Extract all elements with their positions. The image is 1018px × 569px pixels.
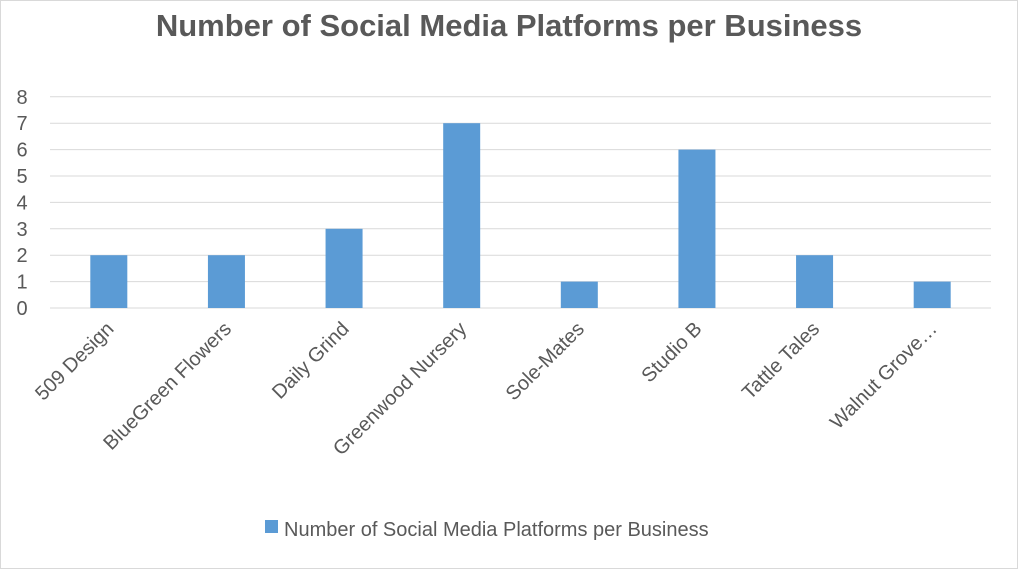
bars xyxy=(90,123,951,308)
y-tick-label: 7 xyxy=(16,113,27,135)
chart-title: Number of Social Media Platforms per Bus… xyxy=(155,8,863,43)
bar xyxy=(90,255,128,308)
y-tick-label: 4 xyxy=(16,192,27,214)
bar xyxy=(560,281,598,308)
y-tick-label: 8 xyxy=(16,87,27,109)
y-axis-ticks: 0 1 2 3 4 5 6 7 8 xyxy=(16,87,27,320)
gridlines xyxy=(50,96,991,309)
y-tick-label: 2 xyxy=(16,245,27,267)
x-category-label: Sole-Mates xyxy=(502,318,589,405)
bar xyxy=(207,255,245,308)
x-category-label: Walnut Grove… xyxy=(826,318,942,434)
bar xyxy=(796,255,834,308)
x-category-label: Studio B xyxy=(637,318,706,387)
bar xyxy=(443,123,481,308)
y-tick-label: 6 xyxy=(16,140,27,162)
y-tick-label: 5 xyxy=(16,166,27,188)
bar xyxy=(913,281,951,308)
x-category-label: Tattle Tales xyxy=(738,318,824,404)
y-tick-label: 3 xyxy=(16,219,27,241)
y-tick-label: 0 xyxy=(16,298,27,320)
legend: Number of Social Media Platforms per Bus… xyxy=(265,519,709,541)
x-category-label: Greenwood Nursery xyxy=(329,318,471,460)
x-category-label: 509 Design xyxy=(31,318,118,405)
legend-label: Number of Social Media Platforms per Bus… xyxy=(284,519,709,541)
bar xyxy=(325,228,363,308)
legend-swatch xyxy=(265,520,278,533)
bar xyxy=(678,149,716,308)
y-tick-label: 1 xyxy=(16,272,27,294)
x-category-label: BlueGreen Flowers xyxy=(99,318,236,455)
x-category-label: Daily Grind xyxy=(268,318,354,404)
